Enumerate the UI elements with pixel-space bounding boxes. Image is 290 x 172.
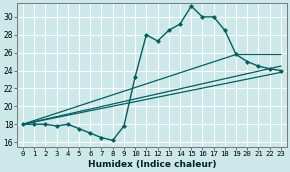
X-axis label: Humidex (Indice chaleur): Humidex (Indice chaleur) xyxy=(88,159,216,169)
